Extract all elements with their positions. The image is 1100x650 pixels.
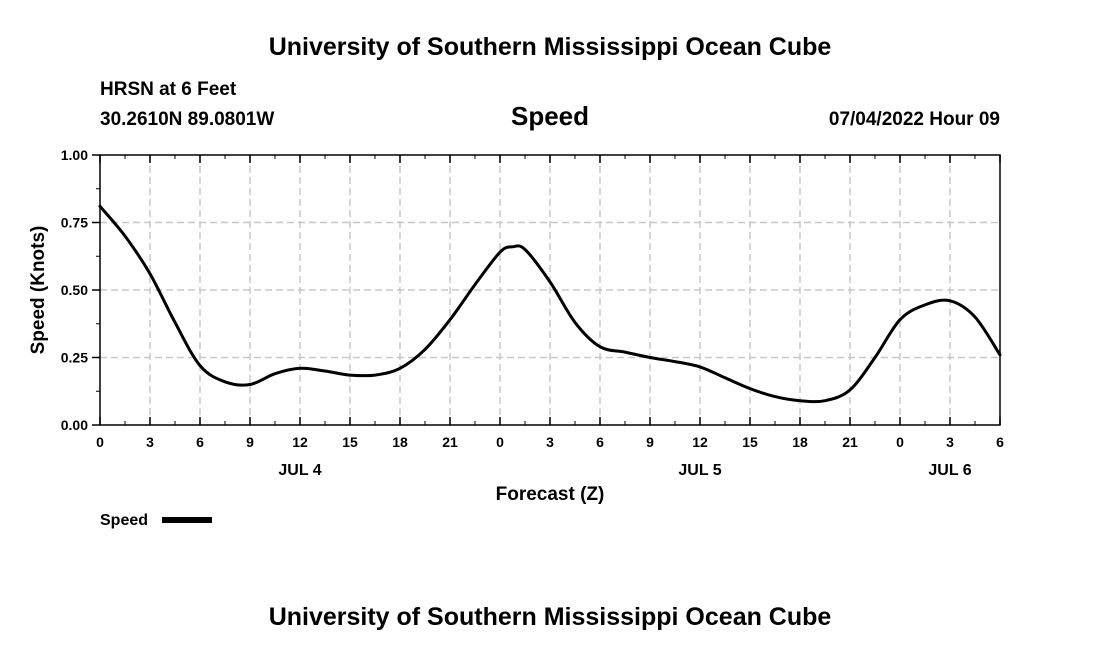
date-label: JUL 4 <box>278 462 321 479</box>
chart-grid <box>100 154 1000 425</box>
x-tick-label: 3 <box>546 434 554 450</box>
x-tick-label: 18 <box>792 434 808 450</box>
chart-title: Speed <box>511 101 589 131</box>
x-tick-label: 21 <box>842 434 858 450</box>
x-tick-label: 18 <box>392 434 408 450</box>
station-coords: 30.2610N 89.0801W <box>100 109 274 130</box>
x-tick-label: 9 <box>246 434 254 450</box>
y-ticks: 0.00 0.25 0.50 0.75 1.00 <box>61 147 100 433</box>
x-tick-label: 9 <box>646 434 654 450</box>
y-tick-label: 0.25 <box>61 350 88 366</box>
date-label: JUL 5 <box>678 462 721 479</box>
x-tick-label: 6 <box>196 434 204 450</box>
station-label: HRSN at 6 Feet <box>100 79 237 100</box>
x-tick-label: 6 <box>596 434 604 450</box>
x-tick-label: 6 <box>996 434 1004 450</box>
page-title-top: University of Southern Mississippi Ocean… <box>269 33 832 61</box>
x-tick-label: 0 <box>96 434 104 450</box>
y-axis-label: Speed (Knots) <box>28 226 49 355</box>
x-tick-label: 15 <box>342 434 358 450</box>
y-tick-label: 0.50 <box>61 282 88 298</box>
page-title-bottom: University of Southern Mississippi Ocean… <box>269 603 832 631</box>
legend: Speed <box>100 512 212 529</box>
x-tick-label: 3 <box>146 434 154 450</box>
x-tick-label: 0 <box>496 434 504 450</box>
y-tick-label: 0.00 <box>61 417 88 433</box>
x-tick-label: 12 <box>292 434 308 450</box>
y-tick-label: 1.00 <box>61 147 88 163</box>
legend-label: Speed <box>100 512 148 529</box>
x-axis-label: Forecast (Z) <box>496 484 605 505</box>
x-ticks: 0 3 6 9 12 15 18 21 0 3 6 9 12 15 18 21 0 3 6 <box>96 155 1004 450</box>
forecast-timestamp: 07/04/2022 Hour 09 <box>829 109 1000 130</box>
date-labels: JUL 4 JUL 5 JUL 6 <box>278 462 971 479</box>
x-tick-label: 12 <box>692 434 708 450</box>
x-tick-label: 0 <box>896 434 904 450</box>
series-line-speed <box>98 204 1002 404</box>
x-tick-label: 15 <box>742 434 758 450</box>
y-tick-label: 0.75 <box>61 215 88 231</box>
legend-swatch <box>162 517 212 523</box>
date-label: JUL 6 <box>928 462 971 479</box>
x-tick-label: 21 <box>442 434 458 450</box>
x-tick-label: 3 <box>946 434 954 450</box>
